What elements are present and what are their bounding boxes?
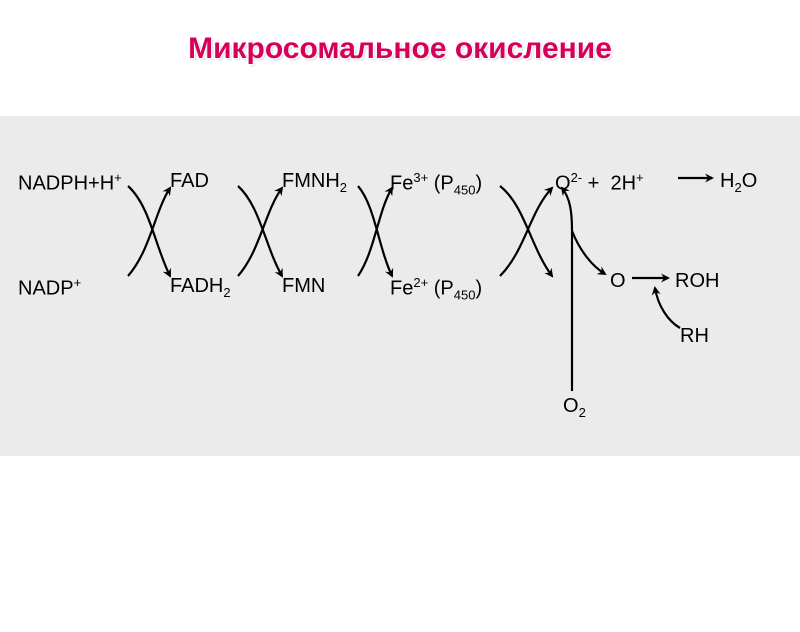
page-title: Микросомальное окисление — [0, 32, 800, 66]
label-nadp: NADP+ — [18, 276, 81, 299]
label-fadh2: FADH2 — [170, 276, 231, 299]
arrow-rh-to-roh — [655, 288, 680, 328]
label-o2: O2 — [563, 396, 586, 419]
label-fe3: Fe3+ (P450) — [390, 171, 482, 197]
label-fmnh2: FMNH2 — [282, 171, 347, 194]
arrow-o2-branch-right — [572, 231, 605, 274]
label-fad: FAD — [170, 171, 209, 191]
label-o2minus: O2- + 2H+ — [555, 171, 644, 194]
label-fmn: FMN — [282, 276, 325, 296]
label-h2o: H2O — [720, 171, 757, 194]
label-fe2: Fe2+ (P450) — [390, 276, 482, 302]
label-o_atom: O — [610, 271, 626, 291]
label-nadph: NADPH+H+ — [18, 171, 122, 194]
diagram-panel: NADPH+H+ NADP+ FAD FADH2 FMNH2 FMN Fe3+ (P450)… — [0, 116, 800, 456]
label-roh: ROH — [675, 271, 719, 291]
label-rh: RH — [680, 326, 709, 346]
